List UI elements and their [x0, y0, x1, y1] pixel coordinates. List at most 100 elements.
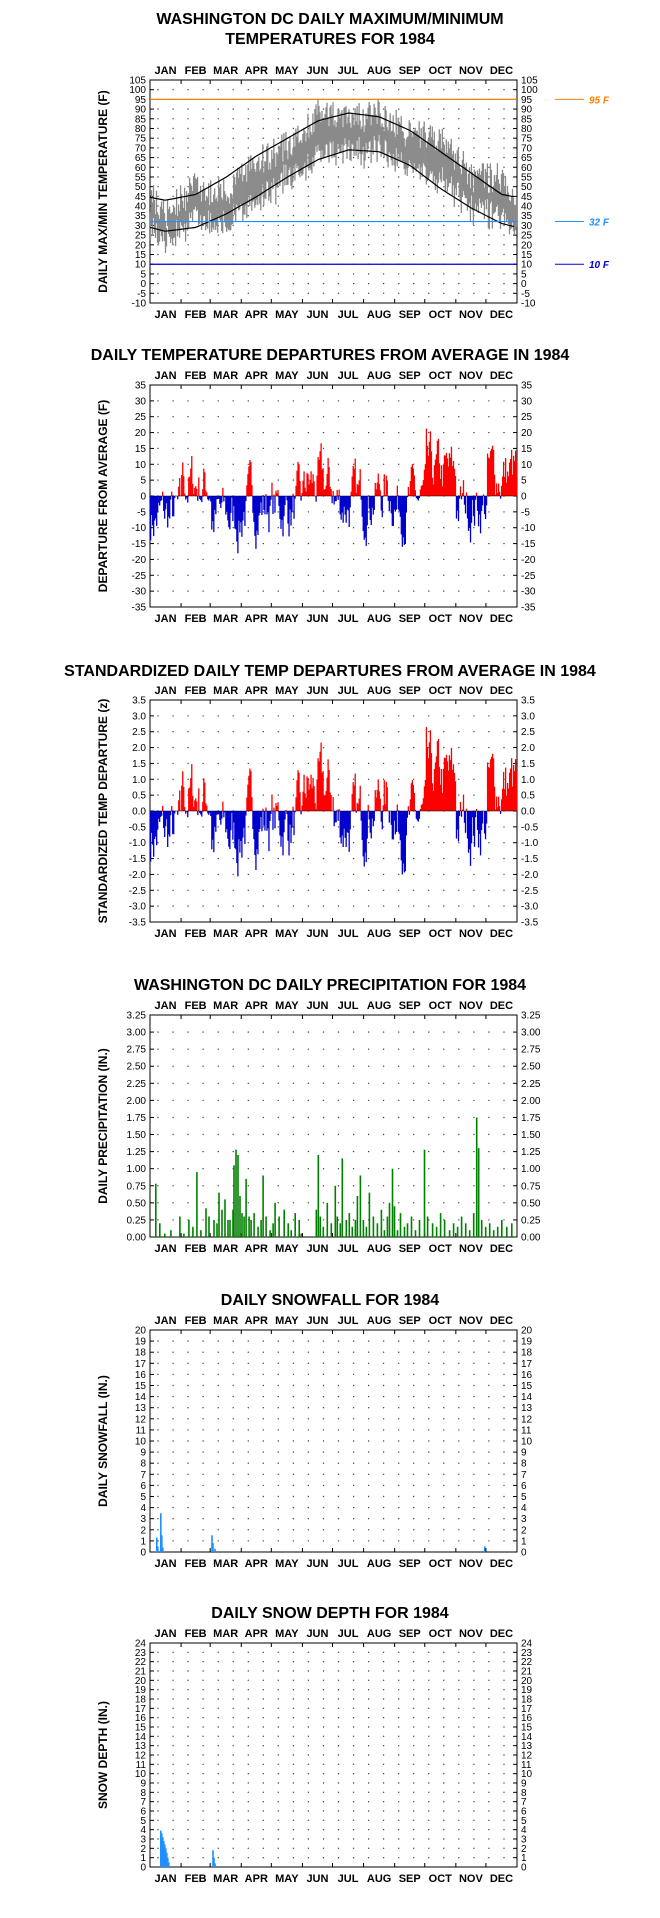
daily-departure-bar: [348, 496, 350, 527]
daily-departure-bar: [457, 496, 460, 522]
daily-departure-bar: [288, 496, 290, 537]
daily-bar: [511, 1223, 513, 1237]
daily-bar: [212, 1543, 214, 1552]
y-tick-label-right: 30: [521, 221, 533, 232]
daily-departure-bar: [512, 455, 515, 496]
y-tick-label-right: -25: [521, 571, 536, 582]
daily-departure-bar: [227, 496, 229, 521]
daily-departure-bar: [216, 496, 218, 500]
daily-departure-bar: [399, 496, 401, 517]
daily-departure-bar: [183, 787, 185, 811]
y-tick-label-left: -10: [132, 299, 147, 310]
daily-departure-bar: [375, 489, 377, 496]
daily-departure-bar: [374, 790, 376, 811]
y-tick-label-right: 0.25: [521, 1215, 541, 1226]
y-tick-label-left: 55: [135, 172, 147, 183]
daily-departure-bar: [169, 811, 171, 837]
daily-departure-bar: [234, 496, 236, 529]
daily-departure-bar: [295, 485, 297, 496]
daily-departure-bar: [468, 496, 471, 528]
y-tick-label-left: 12: [135, 1751, 147, 1762]
daily-departure-bar: [294, 811, 296, 813]
month-label-bottom: JUL: [338, 1243, 359, 1255]
month-label-bottom: APR: [245, 309, 268, 321]
month-label-bottom: NOV: [459, 613, 484, 625]
daily-bar: [196, 1172, 198, 1237]
y-tick-label-right: 5: [521, 269, 527, 280]
daily-departure-bar: [365, 811, 367, 863]
month-label-top: DEC: [490, 370, 513, 382]
daily-departure-bar: [319, 451, 321, 496]
daily-departure-bar: [463, 496, 466, 505]
month-label-top: AUG: [367, 1628, 391, 1640]
daily-departure-bar: [401, 811, 403, 875]
y-tick-label-right: 5: [521, 1816, 527, 1827]
month-label-top: DEC: [490, 65, 513, 77]
daily-departure-bar: [467, 811, 470, 853]
daily-departure-bar: [257, 811, 259, 855]
daily-departure-bar: [451, 769, 454, 811]
y-tick-label-right: -15: [521, 539, 536, 550]
daily-departure-bar: [157, 496, 159, 513]
month-label-bottom: APR: [245, 613, 268, 625]
daily-departure-bar: [156, 811, 158, 846]
y-tick-label-left: 10: [135, 1437, 147, 1448]
daily-departure-bar: [437, 739, 440, 811]
y-tick-label-left: 2.5: [132, 727, 146, 738]
daily-departure-bar: [294, 496, 296, 499]
y-tick-label-left: 95: [135, 95, 147, 106]
daily-departure-bar: [201, 496, 203, 503]
y-tick-label-left: 35: [135, 211, 147, 222]
y-tick-label-left: 3.00: [127, 1028, 147, 1039]
month-label-top: SEP: [399, 685, 421, 697]
daily-departure-bar: [336, 490, 338, 496]
daily-departure-bar: [228, 496, 230, 528]
month-label-bottom: SEP: [399, 928, 421, 940]
daily-departure-bar: [368, 496, 370, 509]
y-tick-label-right: 45: [521, 192, 533, 203]
month-label-bottom: NOV: [459, 309, 484, 321]
month-label-top: FEB: [185, 370, 207, 382]
daily-bar: [396, 1230, 399, 1237]
daily-departure-bar: [419, 489, 422, 496]
daily-departure-bar: [310, 471, 312, 496]
y-tick-label-right: 2.0: [521, 743, 535, 754]
y-tick-label-left: 1: [140, 1536, 146, 1547]
daily-bar: [484, 1226, 487, 1237]
daily-departure-bar: [182, 462, 184, 496]
daily-departure-bar: [423, 469, 426, 496]
daily-bar: [391, 1168, 394, 1237]
daily-departure-bar: [233, 496, 235, 507]
daily-departure-bar: [335, 811, 337, 823]
month-label-top: JUN: [306, 1315, 328, 1327]
daily-departure-bar: [160, 496, 162, 502]
daily-departure-bar: [439, 784, 442, 811]
daily-departure-bar: [404, 811, 406, 872]
daily-departure-bar: [332, 797, 334, 811]
daily-bar: [224, 1199, 226, 1237]
daily-departure-bar: [254, 811, 256, 856]
month-label-top: OCT: [429, 685, 453, 697]
daily-departure-bar: [378, 791, 380, 811]
month-label-bottom: JAN: [155, 613, 177, 625]
daily-departure-bar: [308, 484, 310, 496]
daily-departure-bar: [397, 811, 399, 832]
daily-departure-bar: [307, 474, 309, 496]
y-tick-label-right: 3.00: [521, 1028, 541, 1039]
daily-departure-bar: [266, 811, 268, 831]
y-tick-label-left: 25: [135, 412, 147, 423]
daily-departure-bar: [406, 496, 408, 498]
y-tick-label-right: 2: [521, 1844, 527, 1855]
daily-bar: [216, 1223, 218, 1237]
daily-departure-bar: [232, 811, 234, 840]
y-tick-label-right: 90: [521, 105, 533, 116]
daily-departure-bar: [454, 781, 457, 811]
y-tick-label-right: -3.5: [521, 918, 539, 929]
daily-bar: [213, 1857, 215, 1867]
daily-departure-bar: [481, 811, 484, 824]
daily-departure-bar: [268, 496, 270, 533]
daily-departure-bar: [321, 772, 323, 811]
y-tick-label-left: 3.25: [127, 1011, 147, 1022]
daily-departure-bar: [229, 811, 231, 850]
daily-departure-bar: [347, 811, 349, 833]
